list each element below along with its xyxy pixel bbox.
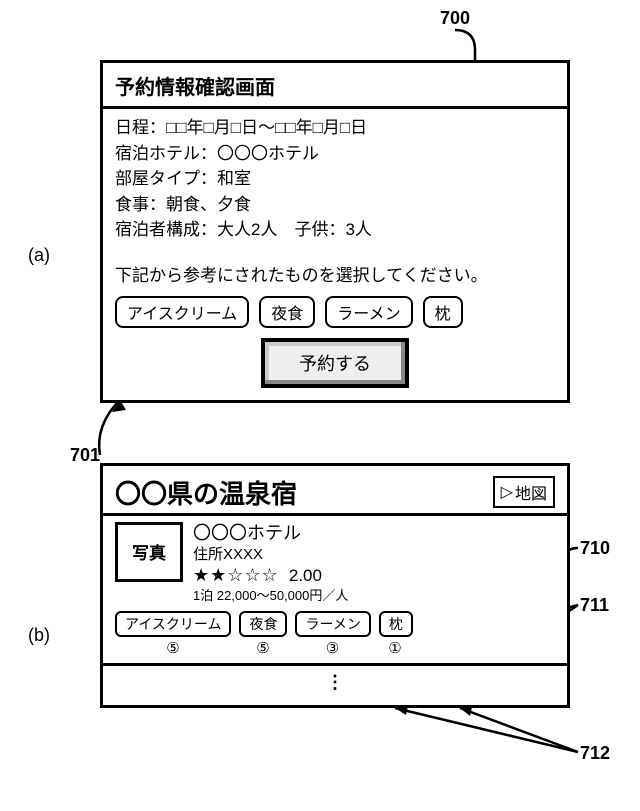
- callout-701: 701: [70, 445, 100, 466]
- map-button[interactable]: ▷地図: [493, 476, 555, 508]
- callout-700: 700: [440, 8, 470, 29]
- sublabel-a: (a): [28, 245, 50, 266]
- reserve-button[interactable]: 予約する: [261, 338, 409, 388]
- panel-b-header: 〇〇県の温泉宿: [115, 474, 297, 511]
- hotel-listing: 写真 〇〇〇ホテル 住所XXXX ★★☆☆☆ 2.00 1泊 22,000～50…: [115, 522, 555, 605]
- hotel-address: 住所XXXX: [193, 545, 348, 565]
- option-button[interactable]: 枕: [423, 296, 463, 328]
- info-line: 宿泊者構成：大人2人 子供：3人: [115, 217, 555, 243]
- stars: ★★☆☆☆: [193, 565, 279, 585]
- panel-a-title: 予約情報確認画面: [115, 71, 555, 104]
- play-icon: ▷: [501, 482, 513, 502]
- callout-711: 711: [580, 595, 609, 616]
- count-row: ⑤⑤③①: [115, 639, 555, 657]
- panel-b: 〇〇県の温泉宿 ▷地図 写真 〇〇〇ホテル 住所XXXX ★★☆☆☆ 2.00 …: [100, 463, 570, 708]
- options-row: アイスクリーム夜食ラーメン枕: [115, 296, 555, 328]
- tag[interactable]: ラーメン: [295, 611, 370, 637]
- count-badge: ①: [378, 639, 412, 657]
- photo-placeholder: 写真: [115, 522, 183, 582]
- info-line: 宿泊ホテル：〇〇〇ホテル: [115, 141, 555, 167]
- option-button[interactable]: アイスクリーム: [115, 296, 249, 328]
- tag[interactable]: 枕: [379, 611, 413, 637]
- info-line: 食事：朝食、夕食: [115, 192, 555, 218]
- option-button[interactable]: 夜食: [259, 296, 315, 328]
- callout-712: 712: [580, 743, 610, 764]
- rating-row: ★★☆☆☆ 2.00: [193, 564, 348, 587]
- hotel-name: 〇〇〇ホテル: [193, 522, 348, 545]
- callout-710: 710: [580, 538, 610, 559]
- tag-row: アイスクリーム夜食ラーメン枕: [115, 611, 555, 637]
- count-badge: ⑤: [239, 639, 287, 657]
- tag[interactable]: アイスクリーム: [115, 611, 231, 637]
- panel-a: 予約情報確認画面 日程：□□年□月□日～□□年□月□日宿泊ホテル：〇〇〇ホテル部…: [100, 60, 570, 403]
- map-label: 地図: [515, 480, 547, 504]
- info-line: 日程：□□年□月□日～□□年□月□日: [115, 115, 555, 141]
- price-line: 1泊 22,000～50,000円／人: [193, 588, 348, 605]
- sublabel-b: (b): [28, 625, 50, 646]
- count-badge: ⑤: [115, 639, 231, 657]
- continuation-dots: ⋮: [115, 672, 555, 693]
- count-badge: ③: [295, 639, 370, 657]
- info-line: 部屋タイプ：和室: [115, 166, 555, 192]
- prompt-text: 下記から参考にされたものを選択してください。: [115, 261, 555, 286]
- option-button[interactable]: ラーメン: [325, 296, 412, 328]
- tag[interactable]: 夜食: [239, 611, 287, 637]
- info-lines: 日程：□□年□月□日～□□年□月□日宿泊ホテル：〇〇〇ホテル部屋タイプ：和室食事…: [115, 115, 555, 243]
- rating-value: 2.00: [289, 566, 322, 585]
- listing-info: 〇〇〇ホテル 住所XXXX ★★☆☆☆ 2.00 1泊 22,000～50,00…: [193, 522, 348, 605]
